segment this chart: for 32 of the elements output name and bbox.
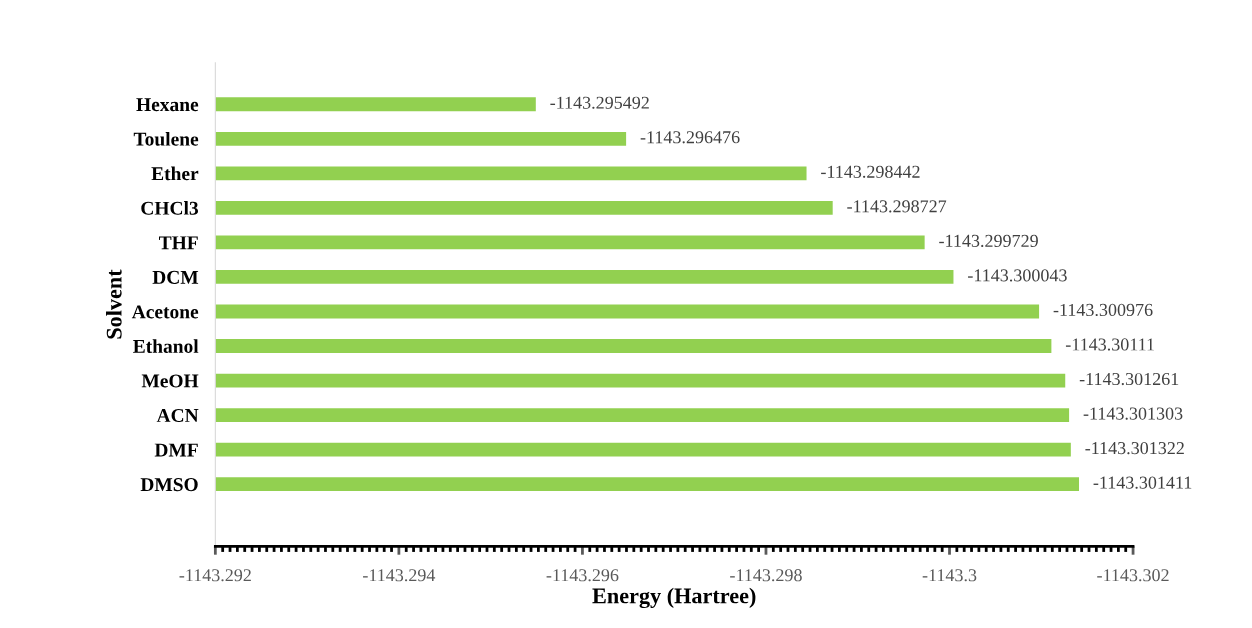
y-tick-label: Ether bbox=[151, 166, 199, 181]
data-label: -1143.301411 bbox=[1093, 476, 1192, 489]
x-tick-label: -1143.292 bbox=[179, 569, 251, 582]
data-label: -1143.298727 bbox=[847, 200, 947, 213]
x-tick-label: -1143.3 bbox=[922, 569, 977, 582]
data-label: -1143.301322 bbox=[1085, 441, 1184, 455]
x-axis-title: Energy (Hartree) bbox=[592, 587, 756, 609]
x-tick-label: -1143.298 bbox=[730, 569, 802, 582]
data-label: -1143.301261 bbox=[1079, 372, 1179, 386]
data-label: -1143.296476 bbox=[640, 131, 740, 144]
y-tick-label: ACN bbox=[156, 408, 199, 423]
data-label: -1143.300043 bbox=[968, 269, 1067, 282]
data-label: -1143.30111 bbox=[1065, 338, 1154, 351]
data-label: -1143.299729 bbox=[939, 234, 1038, 248]
y-tick-label: DMSO bbox=[140, 478, 198, 492]
data-label: -1143.301303 bbox=[1083, 407, 1183, 420]
data-label: -1143.298442 bbox=[821, 165, 920, 178]
x-tick-label: -1143.296 bbox=[546, 569, 619, 582]
y-tick-label: Hexane bbox=[136, 98, 199, 112]
y-tick-label: MeOH bbox=[141, 374, 199, 388]
y-tick-label: CHCl3 bbox=[141, 201, 199, 215]
data-label: -1143.295492 bbox=[550, 96, 649, 109]
y-tick-label: THF bbox=[159, 236, 198, 250]
x-tick-label: -1143.302 bbox=[1097, 569, 1169, 582]
y-tick-label: DCM bbox=[152, 270, 199, 284]
data-label: -1143.300976 bbox=[1053, 303, 1153, 317]
y-tick-label: Ethanol bbox=[133, 339, 199, 353]
y-tick-label: DMF bbox=[154, 443, 198, 457]
y-tick-label: Acetone bbox=[131, 305, 199, 319]
x-tick-label: -1143.294 bbox=[363, 569, 436, 582]
y-tick-label: Toulene bbox=[133, 132, 199, 146]
y-axis-title: Solvent bbox=[106, 269, 122, 339]
